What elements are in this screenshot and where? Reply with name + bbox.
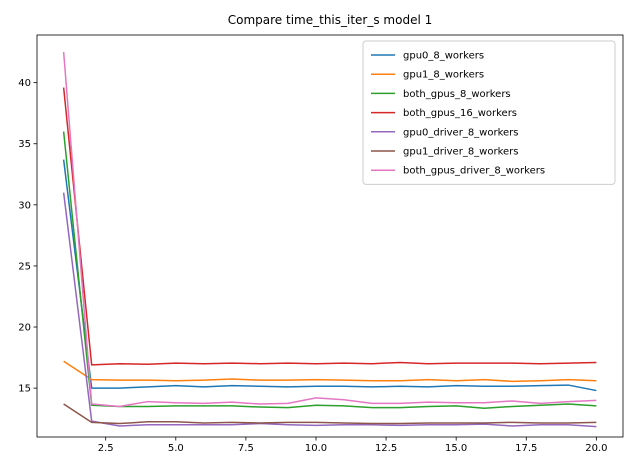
series-line-both_gpus_driver_8_workers xyxy=(62,52,597,408)
x-tick-label: 7.5 xyxy=(238,443,254,454)
legend-label-gpu0_8_workers: gpu0_8_workers xyxy=(403,51,484,62)
legend-label-gpu0_driver_8_workers: gpu0_driver_8_workers xyxy=(403,127,519,138)
x-axis: 2.5 5.0 7.5 10.0 12.5 15.0 17.5 20.0 xyxy=(98,437,607,454)
legend-label-both_gpus_8_workers: both_gpus_8_workers xyxy=(403,89,511,100)
y-axis: 15 20 25 30 35 40 xyxy=(18,78,37,395)
y-tick-label: 40 xyxy=(18,78,31,89)
legend: gpu0_8_workers gpu1_8_workers both_gpus_8_… xyxy=(362,40,616,185)
x-tick-label: 10.0 xyxy=(305,443,327,454)
legend-box xyxy=(362,40,616,185)
series-line-both_gpus_8_workers xyxy=(62,131,597,410)
x-tick-label: 2.5 xyxy=(98,443,114,454)
series-line-gpu1_driver_8_workers xyxy=(63,403,597,425)
series-line-gpu0_driver_8_workers xyxy=(62,192,597,428)
series-line-both_gpus_16_workers xyxy=(62,87,597,366)
plot-frame xyxy=(36,34,624,438)
x-tick-label: 12.5 xyxy=(375,443,397,454)
x-tick-label: 20.0 xyxy=(585,443,607,454)
legend-label-gpu1_driver_8_workers: gpu1_driver_8_workers xyxy=(403,147,519,158)
y-tick-label: 35 xyxy=(18,139,31,150)
y-tick-label: 25 xyxy=(18,261,31,272)
y-tick-label: 30 xyxy=(18,200,31,211)
legend-label-gpu1_8_workers: gpu1_8_workers xyxy=(403,70,484,81)
series-line-gpu0_8_workers xyxy=(62,159,597,392)
series-line-gpu1_8_workers xyxy=(63,360,597,383)
x-tick-label: 5.0 xyxy=(168,443,184,454)
y-tick-label: 15 xyxy=(18,384,31,395)
x-tick-label: 17.5 xyxy=(515,443,537,454)
legend-label-both_gpus_driver_8_workers: both_gpus_driver_8_workers xyxy=(403,166,545,177)
y-tick-label: 20 xyxy=(18,323,31,334)
x-tick-label: 15.0 xyxy=(445,443,467,454)
series-layer xyxy=(62,52,597,428)
legend-label-both_gpus_16_workers: both_gpus_16_workers xyxy=(403,108,517,119)
chart-title: Compare time_this_iter_s model 1 xyxy=(228,13,433,27)
